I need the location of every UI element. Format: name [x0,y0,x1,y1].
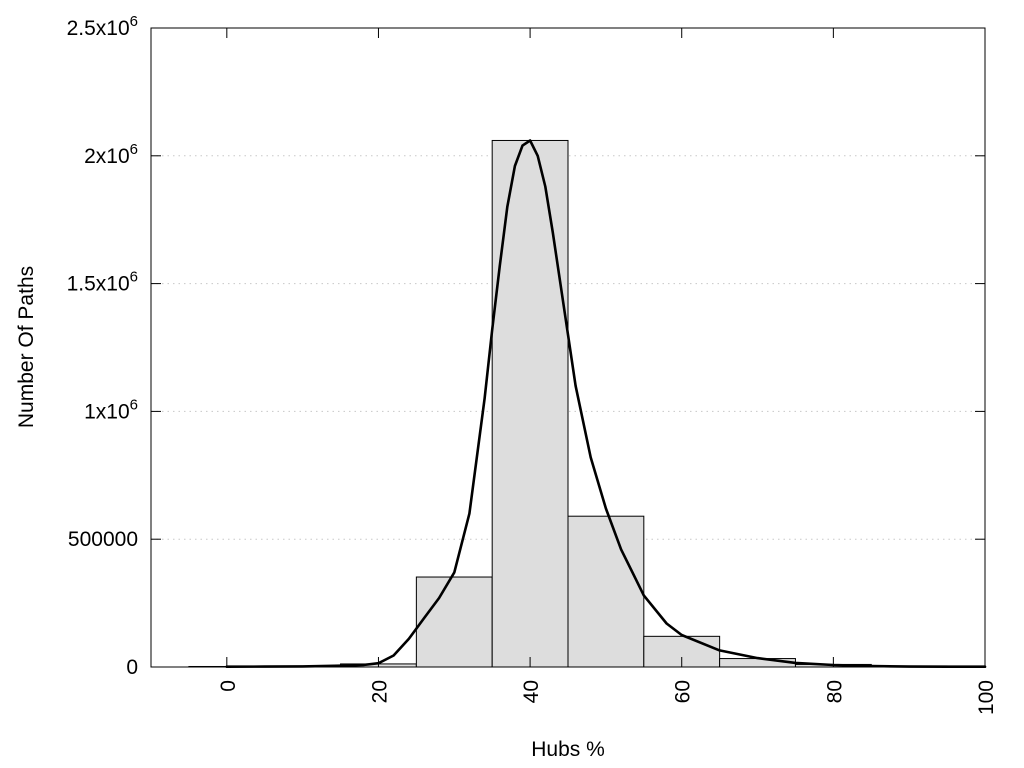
y-tick-label: 500000 [68,528,138,551]
histogram-bar [567,515,645,668]
plot-border [150,27,986,668]
y-tick-labels: 0 500000 1x106 1.5x106 2x106 2.5x106 [67,13,138,679]
y-tick-label: 0 [126,656,138,679]
plot-frame [150,27,986,668]
y-tick-label: 2x106 [84,141,138,168]
x-tick-label: 80 [823,680,846,703]
y-tick-label: 1x106 [84,396,138,423]
histogram-bars [188,139,986,668]
fit-curve [225,139,987,669]
x-tick-label: 40 [520,680,543,703]
y-axis-title: Number Of Paths [15,266,38,428]
x-tick-label: 20 [368,680,391,703]
x-tick-labels: 0 20 40 60 80 100 [217,680,998,715]
x-tick-label: 100 [975,680,998,715]
x-tick-label: 0 [217,680,240,692]
grid-lines [151,155,985,540]
x-axis-title: Hubs % [531,738,605,761]
histogram-bar [491,139,569,668]
y-tick-label: 2.5x106 [67,13,138,40]
y-tick-label: 1.5x106 [67,269,138,296]
histogram-bar [719,658,796,668]
histogram-bar [415,576,493,668]
tick-marks [151,27,986,668]
fit-curve-group [225,139,987,669]
x-tick-label: 60 [672,680,695,703]
